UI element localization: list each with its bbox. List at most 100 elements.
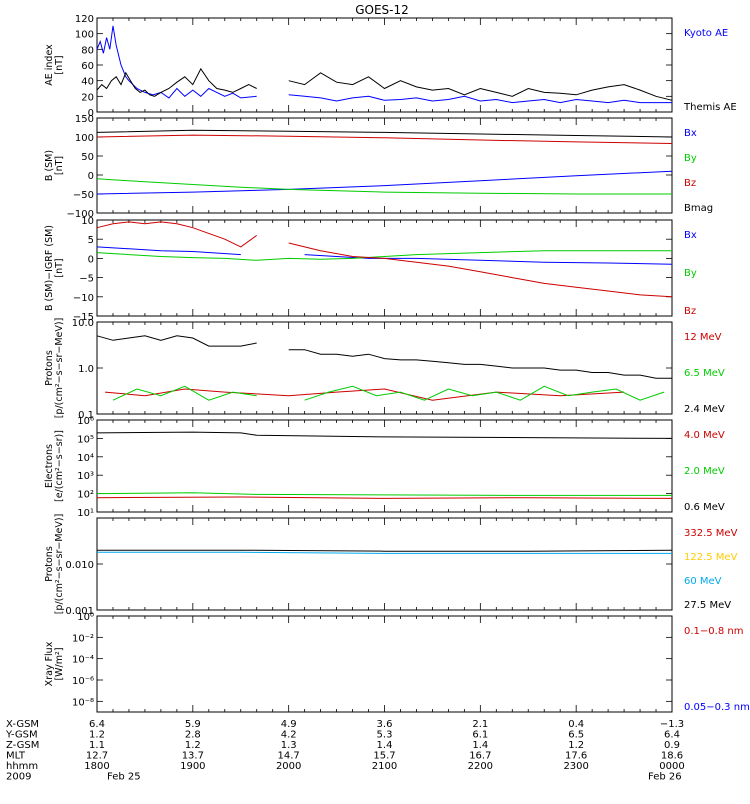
y-axis-label: Xray Flux (44, 641, 55, 686)
ephemeris-row-label: Y-GSM (5, 730, 38, 741)
y-axis-label: Protons (44, 546, 55, 582)
series-line (96, 335, 257, 347)
series-line (112, 385, 257, 401)
series-line (97, 549, 673, 552)
series-line (288, 94, 672, 104)
y-tick-label: 10⁴ (77, 453, 94, 464)
y-tick-label: 10⁵ (77, 434, 94, 445)
panel-frame (96, 321, 673, 415)
legend-entry: Themis AE (683, 102, 737, 113)
ephemeris-row-label: 2009 (6, 772, 31, 783)
ephemeris-value: 1800 (84, 761, 109, 772)
ephemeris-value: 1900 (180, 761, 205, 772)
ephemeris-value: 1.2 (568, 740, 584, 751)
ephemeris-value: 1.3 (281, 740, 297, 751)
y-axis-label: [W/m²] (54, 647, 65, 680)
ephemeris-value: 1.4 (377, 740, 393, 751)
y-tick-label: −50 (73, 190, 94, 201)
ephemeris-row-label: hhmm (6, 761, 38, 772)
legend-entry: 332.5 MeV (684, 528, 738, 539)
legend-entry: 27.5 MeV (684, 600, 731, 611)
ephemeris-value: 1.1 (89, 740, 105, 751)
ephemeris-value: 4.2 (281, 730, 297, 741)
y-tick-label: 0.010 (65, 560, 94, 571)
ephemeris-value: Feb 26 (648, 772, 682, 783)
y-tick-label: −5 (79, 274, 94, 285)
series-line (96, 178, 672, 195)
series-line (96, 496, 673, 499)
series-line (96, 134, 673, 144)
y-tick-label: 10⁻⁸ (72, 697, 94, 708)
y-axis-label: AE index (44, 44, 55, 86)
y-tick-label: 10⁻⁶ (72, 676, 94, 687)
series-line (96, 67, 257, 97)
y-tick-label: −15 (73, 312, 94, 323)
y-axis-label: [nT] (54, 55, 65, 74)
y-tick-label: 150 (75, 114, 94, 125)
y-tick-label: 10 (81, 216, 94, 227)
y-axis-label: [p/(cm²−s−sr−MeV)] (54, 318, 65, 419)
series-line (304, 254, 673, 265)
legend-entry: 0.05−0.3 nm (684, 702, 750, 713)
series-line (97, 551, 672, 554)
y-axis-label: Protons (44, 350, 55, 386)
ephemeris-value: 0.4 (568, 719, 584, 730)
ephemeris-value: 5.9 (185, 719, 201, 730)
y-axis-label: [nT] (54, 156, 65, 175)
ephemeris-value: Feb 25 (107, 772, 141, 783)
series-line (96, 250, 672, 261)
legend-entry: By (684, 153, 697, 164)
legend-entry: Bz (684, 178, 696, 189)
y-tick-label: 10⁻² (72, 633, 94, 644)
y-tick-label: 10.0 (72, 318, 94, 329)
y-tick-label: 100 (75, 30, 94, 41)
series-line (96, 170, 673, 195)
y-axis-label: [p/(cm²−s−sr−MeV)] (54, 514, 65, 615)
ephemeris-value: 15.7 (373, 751, 395, 762)
panel-frame (96, 517, 673, 611)
series-line (96, 129, 673, 138)
legend-entry: 4.0 MeV (684, 430, 725, 441)
ephemeris-value: 4.9 (281, 719, 297, 730)
y-tick-label: 60 (81, 61, 94, 72)
ephemeris-value: 1.2 (89, 730, 105, 741)
panel-frame (96, 615, 673, 713)
y-tick-label: 10⁰ (77, 612, 94, 623)
series-line (96, 431, 673, 439)
legend-entry: 0.6 MeV (684, 502, 725, 513)
y-axis-label: B (SM)−IGRF (SM) (44, 225, 55, 311)
panel-frame (96, 17, 673, 113)
ephemeris-value: −1.3 (660, 719, 684, 730)
legend-entry: Bx (684, 230, 697, 241)
y-tick-label: 10³ (77, 471, 94, 482)
y-tick-label: 50 (81, 152, 94, 163)
y-axis-label: B (SM) (44, 150, 55, 181)
series-line (96, 25, 257, 99)
y-tick-label: 0 (88, 254, 94, 265)
y-tick-label: 40 (81, 77, 94, 88)
ephemeris-value: 1.4 (472, 740, 488, 751)
series-line (288, 242, 673, 298)
y-tick-label: 100 (75, 133, 94, 144)
ephemeris-value: 14.7 (278, 751, 300, 762)
y-tick-label: 0.001 (65, 606, 94, 617)
y-axis-label: [nT] (54, 258, 65, 277)
y-axis-label: [e/(cm²−s−sr)] (54, 430, 65, 502)
y-tick-label: 0.1 (78, 410, 94, 421)
legend-entry: By (684, 268, 697, 279)
legend-entry: 0.1−0.8 nm (684, 626, 743, 637)
legend-entry: 2.4 MeV (684, 404, 725, 415)
ephemeris-value: 0.9 (664, 740, 680, 751)
y-tick-label: 0 (88, 108, 94, 119)
ephemeris-value: 18.6 (661, 751, 683, 762)
ephemeris-value: 1.2 (185, 740, 201, 751)
y-tick-label: −100 (67, 209, 94, 220)
series-line (304, 385, 665, 401)
ephemeris-value: 5.3 (377, 730, 393, 741)
legend-entry: 60 MeV (684, 576, 722, 587)
ephemeris-row-label: MLT (6, 751, 26, 762)
ephemeris-value: 0000 (659, 761, 684, 772)
ephemeris-value: 6.5 (568, 730, 584, 741)
